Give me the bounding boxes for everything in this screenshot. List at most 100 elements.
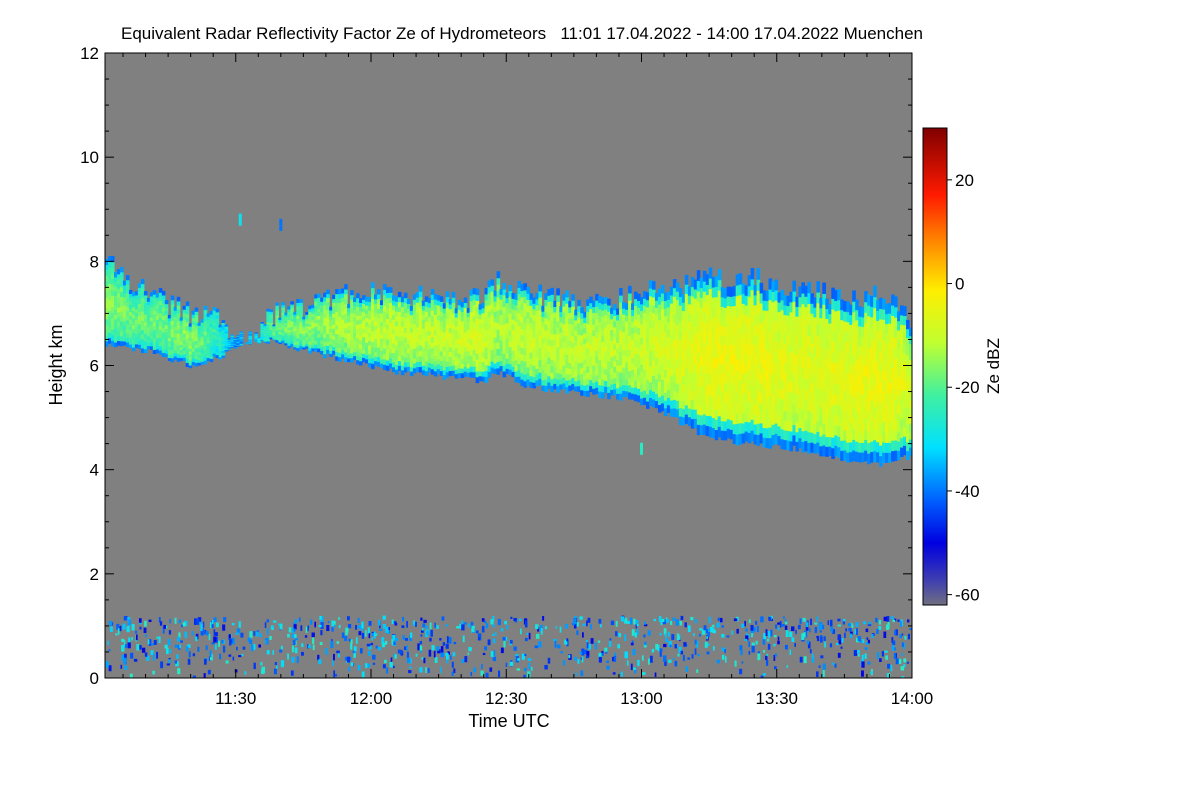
cloud-cell [541,358,545,365]
cloud-cell [236,342,241,345]
cloud-cell [233,339,238,341]
cloud-cell [846,401,850,413]
clutter-speck [195,636,198,642]
clutter-speck [625,617,628,622]
cloud-cell [909,391,912,400]
cloud-cell [852,375,856,387]
clutter-speck [799,656,803,663]
cloud-cell [332,331,336,337]
cloud-cell [762,358,767,370]
cloud-cell [113,323,118,329]
cloud-cell [385,297,390,304]
cloud-cell [640,317,644,325]
cloud-cell [269,331,273,334]
cloud-cell [448,337,453,343]
cloud-cell [699,346,704,357]
cloud-cell [897,339,901,350]
cloud-cell [203,342,208,347]
cloud-cell [266,308,270,312]
clutter-speck [892,619,896,623]
cloud-cell [323,321,327,326]
cloud-cell [445,318,450,325]
clutter-speck [521,653,525,660]
cloud-cell [272,337,276,340]
cloud-cell [484,376,489,383]
cloud-cell [879,329,883,341]
cloud-cell [891,304,895,316]
cloud-cell [861,307,865,318]
cloud-cell [643,305,647,313]
cloud-cell [604,374,608,381]
cloud-cell [293,346,297,350]
cloud-cell [888,392,892,404]
cloud-cell [376,322,381,329]
cloud-cell [433,304,438,310]
cloud-cell [113,281,118,287]
clutter-speck [358,631,362,636]
cloud-cell [684,321,689,332]
cloud-cell [502,329,507,337]
cloud-cell [158,288,163,293]
cloud-cell [167,317,172,322]
cloud-cell [233,340,238,342]
cloud-cell [831,341,835,353]
cloud-cell [520,290,525,298]
cloud-cell [140,283,145,289]
clutter-speck [311,632,315,638]
clutter-speck [121,645,125,652]
clutter-speck [116,623,120,630]
cloud-cell [684,311,689,322]
cloud-cell [218,348,223,351]
cloud-cell [711,417,716,429]
cloud-cell [176,341,181,346]
cloud-cell [475,341,480,348]
cloud-cell [610,367,614,374]
cloud-cell [538,315,542,323]
clutter-speck [372,662,376,665]
cloud-cell [711,347,716,358]
cloud-cell [699,395,704,406]
cloud-cell [173,326,178,331]
cloud-cell [394,349,399,356]
cloud-cell [224,341,229,344]
cloud-cell [556,333,560,341]
cloud-cell [299,317,303,322]
cloud-cell [403,312,408,318]
clutter-speck [107,640,110,646]
cloud-cell [179,330,184,335]
cloud-cell [816,431,820,443]
cloud-cell [517,369,522,377]
cloud-cell [433,319,438,326]
clutter-speck [270,625,274,629]
cloud-cell [849,383,853,394]
clutter-speck [320,630,323,636]
cloud-cell [137,307,142,313]
cloud-cell [344,284,348,290]
clutter-speck [334,674,338,677]
cloud-cell [382,364,387,371]
clutter-speck [121,654,124,661]
cloud-cell [248,336,253,339]
cloud-cell [466,367,471,373]
cloud-cell [484,305,489,313]
cloud-cell [690,399,695,410]
clutter-speck [734,660,737,667]
cloud-cell [684,293,689,304]
cloud-cell [882,390,886,402]
cloud-cell [290,329,294,333]
cloud-cell [308,305,312,310]
cloud-cell [735,359,740,371]
cloud-cell [191,344,196,349]
cloud-cell [708,288,713,300]
cloud-cell [212,331,217,336]
cloud-cell [105,258,109,265]
cloud-cell [678,339,683,349]
cloud-cell [723,288,728,299]
cloud-cell [765,300,770,311]
cloud-cell [640,337,644,345]
cloud-cell [481,341,486,348]
cloud-cell [382,342,387,349]
clutter-speck [876,651,880,659]
cloud-cell [197,333,202,337]
cloud-cell [864,418,868,430]
